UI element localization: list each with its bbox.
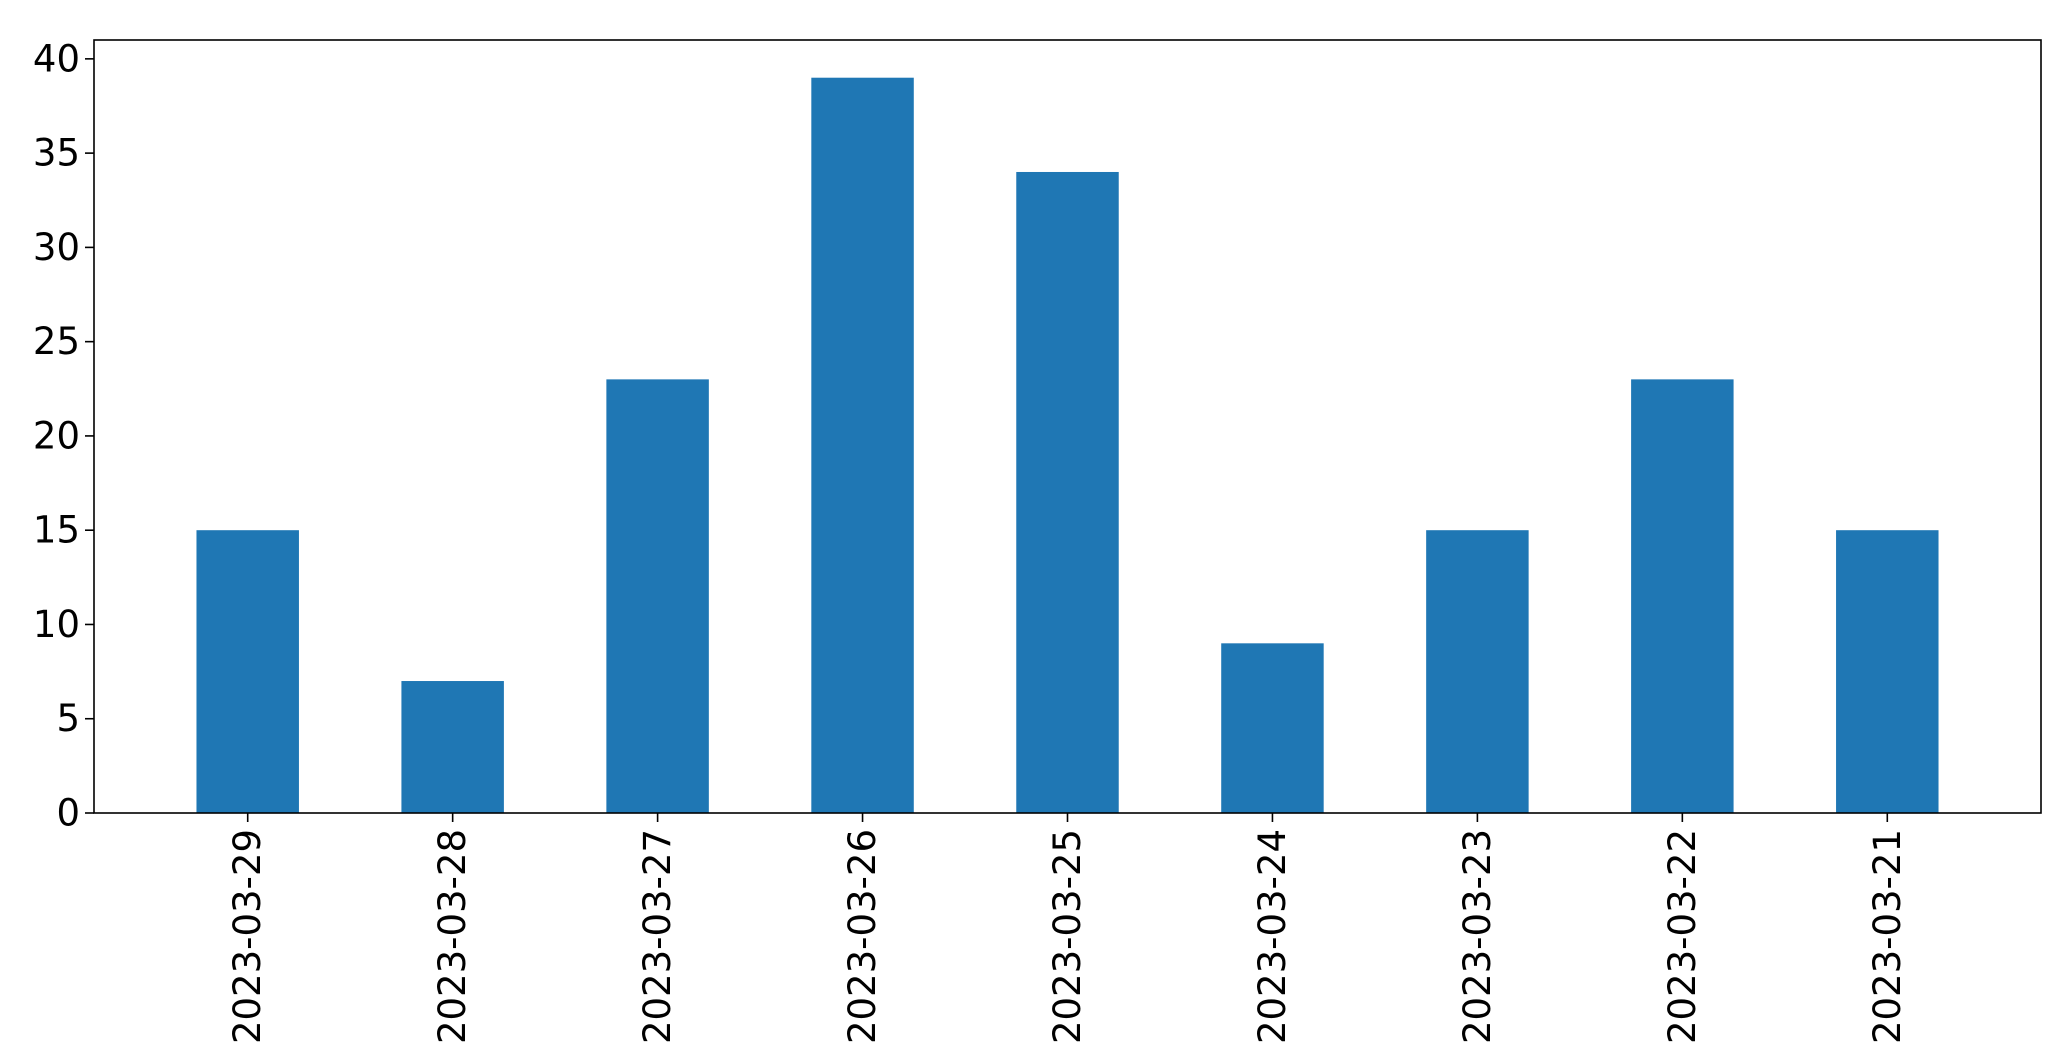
y-tick-label: 5 xyxy=(56,697,80,740)
y-tick-label: 0 xyxy=(56,792,80,835)
bar-2023-03-21 xyxy=(1836,530,1939,813)
y-tick-label: 40 xyxy=(33,37,80,80)
x-tick-label-2023-03-22: 2023-03-22 xyxy=(1661,829,1704,1044)
bar-2023-03-22 xyxy=(1631,379,1734,813)
y-tick-label: 20 xyxy=(33,414,80,457)
x-tick-label-2023-03-21: 2023-03-21 xyxy=(1866,829,1909,1044)
bars-layer xyxy=(196,77,1939,814)
y-axis: 0 5 10 15 20 25 30 35 40 xyxy=(33,37,94,835)
bar-2023-03-25 xyxy=(1016,171,1119,814)
bar-2023-03-24 xyxy=(1221,643,1324,813)
y-tick-label: 10 xyxy=(33,603,80,646)
x-tick-label-2023-03-29: 2023-03-29 xyxy=(226,829,269,1044)
y-tick-label: 15 xyxy=(33,509,80,552)
x-tick-label-2023-03-23: 2023-03-23 xyxy=(1456,829,1499,1044)
bar-2023-03-28 xyxy=(401,681,504,813)
bar-2023-03-26 xyxy=(811,77,914,813)
x-axis: 2023-03-29 2023-03-28 2023-03-27 2023-03-26… xyxy=(226,813,1909,1044)
y-tick-label: 30 xyxy=(33,226,80,269)
x-tick-label-2023-03-24: 2023-03-24 xyxy=(1251,829,1294,1044)
y-tick-label: 35 xyxy=(33,132,80,175)
x-tick-label-2023-03-27: 2023-03-27 xyxy=(636,829,679,1044)
y-tick-label: 25 xyxy=(33,320,80,363)
x-tick-label-2023-03-25: 2023-03-25 xyxy=(1046,829,1089,1044)
x-tick-label-2023-03-28: 2023-03-28 xyxy=(431,829,474,1044)
bar-2023-03-23 xyxy=(1426,530,1529,813)
bar-2023-03-27 xyxy=(606,379,709,813)
plot-frame xyxy=(93,39,2042,814)
x-tick-label-2023-03-26: 2023-03-26 xyxy=(841,829,884,1044)
bar-2023-03-29 xyxy=(196,530,299,813)
